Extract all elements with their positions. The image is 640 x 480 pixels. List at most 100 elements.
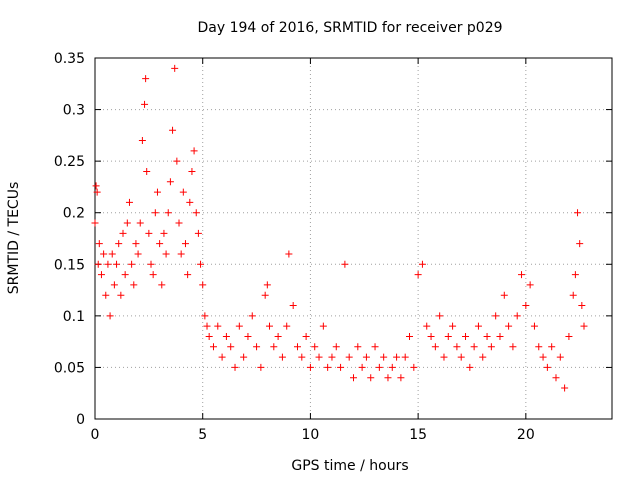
data-point (518, 271, 526, 279)
y-tick-label: 0.1 (63, 309, 85, 325)
data-point (214, 322, 222, 330)
data-point (466, 363, 474, 371)
data-point (418, 260, 426, 268)
data-point (574, 209, 582, 217)
data-point (350, 374, 357, 382)
data-point (240, 353, 248, 361)
data-point (380, 353, 388, 361)
data-point (496, 332, 504, 340)
data-point (92, 182, 100, 190)
data-point (145, 229, 153, 237)
data-point (414, 271, 422, 279)
data-point (181, 240, 189, 248)
data-point (244, 332, 252, 340)
data-point (565, 332, 573, 340)
data-point (548, 343, 556, 351)
data-point (160, 229, 168, 237)
data-point (143, 167, 151, 175)
y-tick-label: 0.15 (54, 257, 85, 273)
data-point (177, 250, 185, 258)
data-point (401, 353, 409, 361)
data-point (513, 312, 521, 320)
data-point (94, 260, 102, 268)
data-point (298, 353, 306, 361)
data-point (371, 343, 379, 351)
data-point (257, 363, 265, 371)
data-point (358, 363, 366, 371)
data-point (121, 271, 129, 279)
data-point (93, 188, 101, 196)
data-point (315, 353, 323, 361)
data-point (375, 363, 383, 371)
data-point (345, 353, 353, 361)
data-point (337, 363, 345, 371)
data-point (151, 209, 159, 217)
data-point (561, 384, 569, 392)
data-point (194, 229, 202, 237)
data-point (199, 281, 207, 289)
data-point (406, 332, 414, 340)
data-point (227, 343, 235, 351)
data-point (203, 322, 211, 330)
data-point (186, 198, 194, 206)
data-point (248, 312, 256, 320)
data-point (492, 312, 500, 320)
data-point (153, 188, 161, 196)
data-point (500, 291, 508, 299)
data-point (530, 322, 538, 330)
data-point (166, 178, 174, 186)
data-point (580, 322, 588, 330)
data-point (397, 374, 405, 382)
data-point (427, 332, 435, 340)
data-point (141, 100, 149, 108)
data-point (552, 374, 560, 382)
data-point (388, 363, 396, 371)
data-point (431, 343, 439, 351)
data-point (410, 363, 418, 371)
data-point (119, 229, 127, 237)
data-point (505, 322, 513, 330)
data-point (509, 343, 517, 351)
plot-area-frame (94, 57, 613, 420)
data-point (384, 374, 392, 382)
data-point (449, 322, 457, 330)
data-point (483, 332, 491, 340)
data-point (522, 302, 530, 310)
data-point (487, 343, 495, 351)
grid-lines (95, 58, 612, 419)
data-point (393, 353, 401, 361)
data-point (108, 250, 116, 258)
data-point (354, 343, 362, 351)
y-axis-label: SRMTID / TECUs (6, 182, 22, 295)
y-tick-label: 0.35 (54, 51, 85, 67)
data-point (91, 219, 99, 227)
y-tick-label: 0.25 (54, 154, 85, 170)
data-point (543, 363, 551, 371)
data-point (123, 219, 131, 227)
data-point (265, 322, 273, 330)
data-point (222, 332, 230, 340)
data-point (190, 147, 198, 155)
data-point (332, 343, 340, 351)
x-tick-label: 5 (198, 427, 207, 443)
data-point (113, 260, 121, 268)
data-point (115, 240, 123, 248)
data-point (253, 343, 261, 351)
data-point (444, 332, 452, 340)
data-point (341, 260, 349, 268)
data-point (188, 167, 196, 175)
data-point (311, 343, 319, 351)
data-point (209, 343, 217, 351)
y-tick-label: 0.2 (63, 206, 85, 222)
data-point (117, 291, 125, 299)
data-point (457, 353, 465, 361)
data-point (149, 271, 157, 279)
data-point (218, 353, 226, 361)
data-point (97, 271, 105, 279)
data-point (164, 209, 172, 217)
data-point (539, 353, 547, 361)
data-points (91, 64, 588, 392)
x-tick-label: 20 (517, 427, 535, 443)
data-point (285, 250, 293, 258)
